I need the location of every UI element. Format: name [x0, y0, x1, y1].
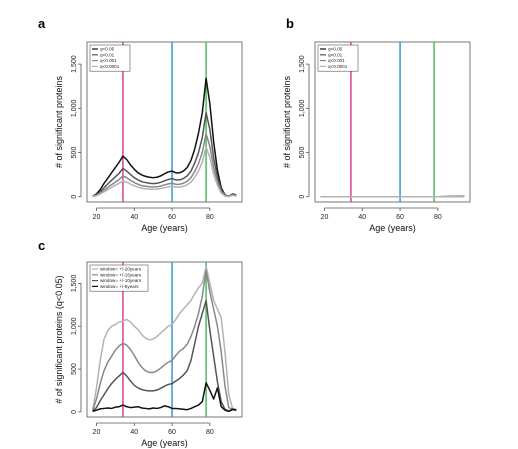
x-tick-label: 40	[358, 214, 366, 221]
plot-frame	[86, 41, 243, 203]
x-tick-label: 60	[168, 214, 176, 221]
x-tick-label: 80	[206, 214, 214, 221]
y-tick-label: 1,000	[71, 317, 78, 335]
x-axis-label: Age (years)	[141, 223, 188, 233]
series-line	[92, 382, 237, 413]
y-tick-label: 0	[71, 195, 78, 199]
legend-label: q<0.05	[100, 47, 115, 52]
x-tick-label: 80	[206, 429, 214, 436]
legend-label: q<0.05	[328, 47, 343, 52]
series-line	[92, 146, 237, 198]
y-axis-label: # of significant proteins	[54, 75, 64, 168]
series-line	[91, 265, 237, 411]
series-line	[92, 111, 237, 198]
plot-frame	[314, 41, 471, 203]
legend-label: q<0.01	[328, 52, 343, 57]
series-line	[92, 299, 237, 412]
x-tick-label: 60	[168, 429, 176, 436]
y-tick-label: 500	[71, 363, 78, 375]
y-axis-label: # of significant proteins	[282, 75, 292, 168]
legend-label: window= +/-20years	[100, 267, 142, 272]
y-tick-label: 1,500	[71, 55, 78, 73]
legend-label: window= +/-10years	[100, 278, 142, 283]
x-tick-label: 40	[130, 429, 138, 436]
y-axis-label: # of significant proteins (q<0.05)	[54, 275, 64, 403]
legend-label: window= +/-5years	[100, 284, 139, 289]
series-line	[92, 77, 237, 197]
panel-c: c 20 40 60 80 0 500 1,000 1,500 Age (years) # of s…	[38, 238, 243, 448]
panel-letter: b	[286, 16, 294, 31]
panel-b: b 20 40 60 80 0 500 1,000 1,500 Age (years) # of s…	[282, 16, 471, 233]
y-tick-label: 0	[299, 195, 306, 199]
y-tick-label: 1,000	[71, 99, 78, 117]
legend-label: q<0.0001	[328, 64, 348, 69]
x-axis-label: Age (years)	[141, 438, 188, 448]
y-tick-label: 500	[299, 147, 306, 159]
series-line	[91, 269, 237, 412]
legend-label: q<0.0001	[100, 64, 120, 69]
x-tick-label: 40	[130, 214, 138, 221]
y-tick-label: 1,500	[299, 55, 306, 73]
panel-a: a 20 40 60 80 0 500 1,000 1,500 Age (years) # of s…	[38, 16, 243, 233]
legend-label: q<0.001	[328, 58, 345, 63]
y-tick-label: 1,000	[299, 99, 306, 117]
x-tick-label: 60	[396, 214, 404, 221]
legend-box	[89, 44, 131, 72]
series-line	[92, 133, 237, 198]
plot-frame	[86, 261, 243, 418]
panel-letter: c	[38, 238, 45, 253]
panel-letter: a	[38, 16, 46, 31]
x-tick-label: 20	[93, 214, 101, 221]
legend-box	[89, 264, 149, 292]
legend-label: window= +/-15years	[100, 272, 142, 277]
y-tick-label: 1,500	[71, 275, 78, 293]
x-tick-label: 20	[321, 214, 329, 221]
legend-label: q<0.001	[100, 58, 117, 63]
y-tick-label: 0	[71, 410, 78, 414]
x-tick-label: 80	[434, 214, 442, 221]
legend-label: q<0.01	[100, 52, 115, 57]
y-tick-label: 500	[71, 147, 78, 159]
x-tick-label: 20	[93, 429, 101, 436]
x-axis-label: Age (years)	[369, 223, 416, 233]
